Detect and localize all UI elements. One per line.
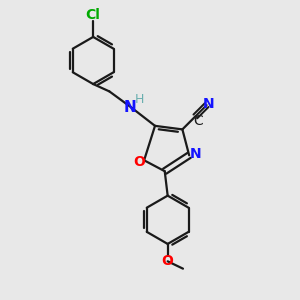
Text: N: N	[190, 147, 202, 161]
Text: Cl: Cl	[86, 8, 101, 22]
Text: C: C	[193, 114, 202, 128]
Text: O: O	[162, 254, 174, 268]
Text: H: H	[135, 93, 144, 106]
Text: N: N	[124, 100, 136, 115]
Text: O: O	[133, 155, 145, 169]
Text: N: N	[203, 97, 215, 111]
